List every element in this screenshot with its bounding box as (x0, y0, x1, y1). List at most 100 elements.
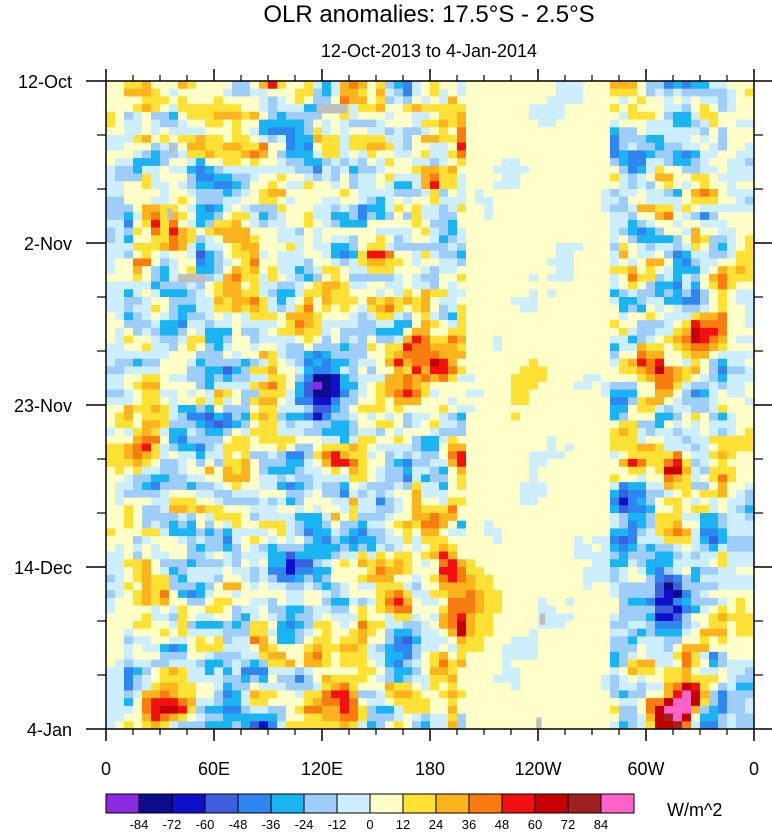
anomaly-cell (331, 397, 341, 406)
anomaly-cell (556, 273, 566, 282)
anomaly-cell (448, 81, 458, 90)
anomaly-cell (205, 312, 215, 321)
anomaly-cell (502, 266, 512, 275)
anomaly-cell (394, 482, 404, 491)
anomaly-cell (592, 574, 602, 583)
anomaly-cell (466, 497, 476, 506)
anomaly-cell (745, 389, 755, 398)
anomaly-cell (610, 428, 620, 437)
anomaly-cell (601, 605, 611, 614)
anomaly-cell (610, 88, 620, 97)
anomaly-cell (331, 536, 341, 545)
anomaly-cell (232, 497, 242, 506)
anomaly-cell (142, 613, 152, 622)
anomaly-cell (430, 474, 440, 483)
anomaly-cell (430, 304, 440, 313)
anomaly-cell (160, 227, 170, 236)
anomaly-cell (592, 150, 602, 159)
anomaly-cell (736, 258, 746, 267)
anomaly-cell (250, 196, 260, 205)
anomaly-cell (601, 297, 611, 306)
anomaly-cell (349, 559, 359, 568)
anomaly-cell (268, 443, 278, 452)
anomaly-cell (286, 574, 296, 583)
anomaly-cell (592, 104, 602, 113)
anomaly-cell (304, 173, 314, 182)
anomaly-cell (385, 567, 395, 576)
anomaly-cell (205, 173, 215, 182)
anomaly-cell (322, 559, 332, 568)
anomaly-cell (340, 327, 350, 336)
anomaly-cell (160, 250, 170, 259)
anomaly-cell (610, 297, 620, 306)
anomaly-cell (448, 273, 458, 282)
anomaly-cell (727, 142, 737, 151)
anomaly-cell (565, 135, 575, 144)
anomaly-cell (223, 273, 233, 282)
anomaly-cell (232, 397, 242, 406)
anomaly-cell (430, 489, 440, 498)
anomaly-cell (430, 219, 440, 228)
anomaly-cell (178, 96, 188, 105)
anomaly-cell (259, 119, 269, 128)
anomaly-cell (205, 513, 215, 522)
anomaly-cell (295, 266, 305, 275)
anomaly-cell (115, 389, 125, 398)
anomaly-cell (313, 111, 323, 120)
anomaly-cell (142, 474, 152, 483)
anomaly-cell (484, 497, 494, 506)
anomaly-cell (142, 189, 152, 198)
anomaly-cell (439, 96, 449, 105)
anomaly-cell (673, 412, 683, 421)
anomaly-cell (196, 297, 206, 306)
anomaly-cell (151, 528, 161, 537)
anomaly-cell (151, 88, 161, 97)
anomaly-cell (421, 243, 431, 252)
anomaly-cell (538, 88, 548, 97)
anomaly-cell (268, 320, 278, 329)
anomaly-cell (682, 243, 692, 252)
anomaly-cell (709, 420, 719, 429)
anomaly-cell (475, 536, 485, 545)
anomaly-cell (601, 536, 611, 545)
anomaly-cell (556, 351, 566, 360)
anomaly-cell (241, 327, 251, 336)
anomaly-cell (511, 374, 521, 383)
anomaly-cell (484, 96, 494, 105)
anomaly-cell (124, 551, 134, 560)
anomaly-cell (196, 582, 206, 591)
anomaly-cell (655, 335, 665, 344)
anomaly-cell (520, 358, 530, 367)
anomaly-cell (637, 420, 647, 429)
anomaly-cell (277, 428, 287, 437)
anomaly-cell (700, 543, 710, 552)
anomaly-cell (295, 443, 305, 452)
anomaly-cell (214, 158, 224, 167)
anomaly-cell (385, 451, 395, 460)
anomaly-cell (475, 96, 485, 105)
anomaly-cell (538, 520, 548, 529)
anomaly-cell (682, 119, 692, 128)
anomaly-cell (745, 559, 755, 568)
anomaly-cell (682, 219, 692, 228)
anomaly-cell (250, 358, 260, 367)
anomaly-cell (349, 135, 359, 144)
anomaly-cell (223, 173, 233, 182)
anomaly-cell (160, 420, 170, 429)
anomaly-cell (529, 150, 539, 159)
anomaly-cell (331, 158, 341, 167)
anomaly-cell (277, 142, 287, 151)
anomaly-cell (493, 81, 503, 90)
anomaly-cell (358, 81, 368, 90)
anomaly-cell (592, 582, 602, 591)
anomaly-cell (322, 412, 332, 421)
anomaly-cell (304, 266, 314, 275)
anomaly-cell (106, 613, 116, 622)
anomaly-cell (664, 304, 674, 313)
anomaly-cell (133, 443, 143, 452)
anomaly-cell (538, 135, 548, 144)
anomaly-cell (628, 212, 638, 221)
anomaly-cell (637, 567, 647, 576)
anomaly-cell (214, 335, 224, 344)
anomaly-cell (367, 366, 377, 375)
